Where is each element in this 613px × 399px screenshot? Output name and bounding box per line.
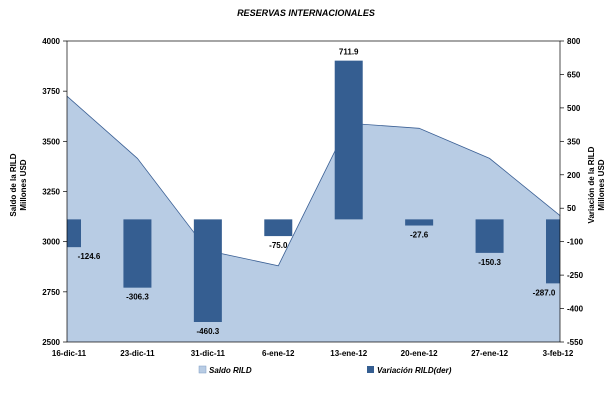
left-axis-title: Saldo de la RILD Millones USD: [9, 153, 28, 216]
x-axis-tick-label: 23-dic-11: [120, 349, 155, 358]
bar-data-label: 711.9: [339, 48, 359, 57]
x-axis-tick-label: 3-feb-12: [543, 349, 574, 358]
bar-data-label: -124.6: [78, 252, 101, 261]
bar-data-label: -27.6: [410, 231, 429, 240]
bar-data-label: -287.0: [533, 288, 556, 297]
left-axis-tick-label: 4000: [42, 37, 60, 46]
bar-variacion: [334, 60, 363, 220]
x-axis: 16-dic-11 23-dic-11 31-dic-11 6-ene-12 13-en…: [52, 349, 574, 358]
right-axis-title-line-1: Variación de la RILD: [587, 146, 596, 223]
bar-variacion: [264, 219, 293, 237]
x-axis-tick-label: 27-ene-12: [471, 349, 508, 358]
right-axis-title-line-2: Millones USD: [597, 159, 606, 210]
right-axis-tick-label: -250: [567, 271, 584, 280]
bar-variacion: [123, 219, 152, 288]
area-saldo-rild-line: [66, 95, 561, 267]
left-axis: 2500 2750 3000 3250 3500 3750 4000: [42, 37, 67, 347]
x-axis-tick-label: 31-dic-11: [191, 349, 226, 358]
x-axis-tick-label: 20-ene-12: [401, 349, 438, 358]
right-axis-title: Variación de la RILD Millones USD: [587, 146, 606, 223]
plot-area: -124.6 -306.3 -460.3 -75.0 711.9 -27.6 -150.3 -…: [66, 40, 561, 343]
bar-variacion: [546, 219, 560, 284]
right-axis-tick-label: 800: [567, 37, 581, 46]
bar-data-label: -150.3: [478, 258, 501, 267]
right-axis-tick-label: -100: [567, 238, 584, 247]
area-saldo-rild: [67, 96, 560, 342]
left-axis-tick-label: 3250: [42, 188, 60, 197]
bar-data-label: -460.3: [197, 327, 220, 336]
right-axis-tick-label: 650: [567, 70, 581, 79]
legend-swatch-saldo: [198, 365, 207, 374]
right-axis: -550 -400 -250 -100 50 200 350 500 650 800: [560, 37, 584, 347]
right-axis-tick-label: -400: [567, 305, 584, 314]
bar-variacion: [475, 219, 504, 253]
right-axis-tick-label: 200: [567, 171, 581, 180]
legend: Saldo RILD Variación RILD(der): [198, 365, 452, 375]
bar-data-label: -306.3: [126, 293, 149, 302]
left-axis-tick-label: 2750: [42, 288, 60, 297]
legend-label-variacion: Variación RILD(der): [377, 366, 452, 375]
left-axis-title-line-1: Saldo de la RILD: [9, 153, 18, 216]
legend-swatch-variacion: [367, 366, 374, 373]
x-axis-tick-label: 6-ene-12: [262, 349, 295, 358]
bar-variacion: [405, 219, 434, 226]
bar-data-label: -75.0: [269, 241, 288, 250]
right-axis-tick-label: 350: [567, 137, 581, 146]
x-axis-tick-label: 16-dic-11: [52, 349, 87, 358]
right-axis-tick-label: -550: [567, 338, 584, 347]
right-axis-tick-label: 500: [567, 104, 581, 113]
left-axis-tick-label: 2500: [42, 338, 60, 347]
chart-title: RESERVAS INTERNACIONALES: [237, 8, 375, 18]
bar-variacion: [193, 219, 222, 323]
right-axis-tick-label: 50: [567, 204, 576, 213]
left-axis-tick-label: 3000: [42, 238, 60, 247]
left-axis-tick-label: 3750: [42, 87, 60, 96]
left-axis-tick-label: 3500: [42, 137, 60, 146]
left-axis-title-line-2: Millones USD: [19, 159, 28, 210]
x-axis-tick-label: 13-ene-12: [330, 349, 367, 358]
legend-label-saldo: Saldo RILD: [209, 366, 252, 375]
bar-variacion: [67, 219, 81, 248]
